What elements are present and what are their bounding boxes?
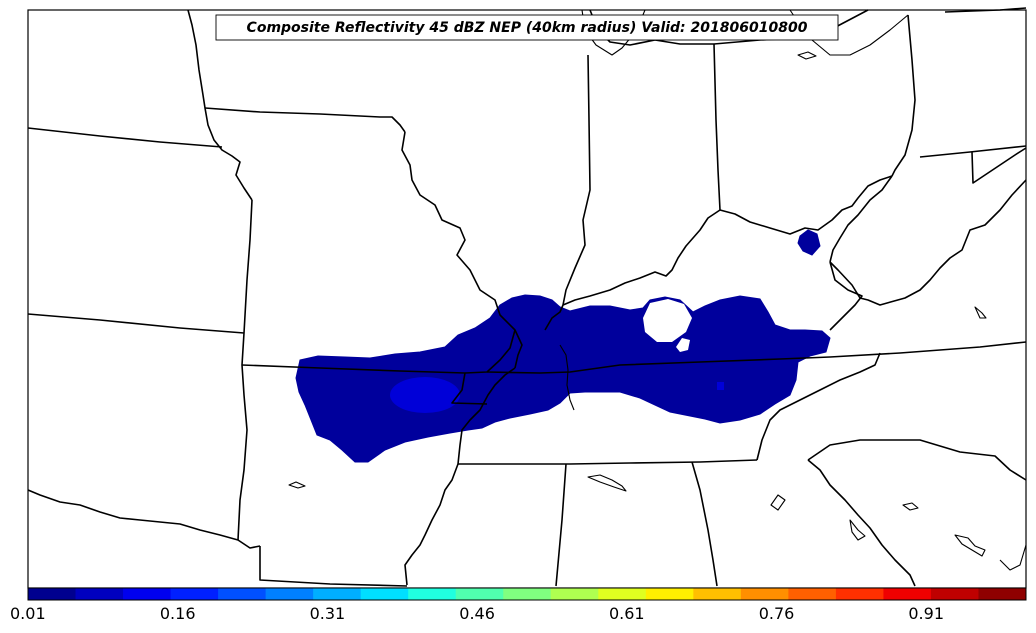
state-boundaries [27, 7, 1027, 587]
colorbar-segment [28, 588, 77, 600]
colorbar-segment [645, 588, 694, 600]
lake-outline-2 [587, 474, 627, 492]
colorbar-segment [218, 588, 267, 600]
tennessee-nc-border [756, 352, 881, 461]
title-box [215, 14, 839, 41]
lake-outline-8 [797, 51, 817, 60]
colorbar-segment [408, 588, 457, 600]
mississippi-river-south [404, 367, 516, 586]
lake-outline-5 [954, 534, 986, 557]
lake-outline-7 [849, 519, 866, 541]
colorbar-segment [360, 588, 409, 600]
colorbar-tick-label: 0.01 [10, 604, 46, 623]
probability-area-ohio-gap [643, 299, 692, 342]
virginia-wv-border [829, 179, 1027, 306]
kansas-oklahoma-border [27, 313, 245, 334]
mississippi-river-illinois [401, 131, 523, 369]
mississippi-alabama-border [555, 463, 567, 587]
lake-outline-9 [999, 544, 1027, 571]
arkansas-louisiana-border [259, 546, 408, 587]
tennessee-kentucky-border [486, 341, 1027, 374]
lake-outline-4 [902, 502, 919, 511]
ohio-pennsylvania-border [891, 14, 916, 177]
colorbar-segment [930, 588, 979, 600]
pennsylvania-south-border [919, 145, 1027, 158]
colorbar-tick-label: 0.91 [908, 604, 944, 623]
colorbar-segment [75, 588, 124, 600]
colorbar-segment [740, 588, 789, 600]
colorbar-segment [313, 588, 362, 600]
colorbar-outline [27, 587, 1027, 601]
probability-area-main [295, 294, 831, 463]
colorbar-tick-label: 0.61 [609, 604, 645, 623]
nebraska-kansas-border [27, 127, 223, 148]
missouri-nw-river [187, 9, 253, 201]
probability-area-kentucky-gap [676, 338, 690, 352]
colorbar-segment [598, 588, 647, 600]
indiana-ohio-border [713, 43, 721, 211]
tennessee-river [559, 344, 575, 411]
illinois-indiana-border [562, 54, 591, 306]
colorbar-segment [550, 588, 599, 600]
georgia-sc-border [807, 459, 916, 587]
red-river [27, 489, 261, 549]
arkansas-west-border [237, 364, 248, 541]
colorbar-segment [788, 588, 837, 600]
missouri-bootheel [464, 329, 516, 374]
tennessee-south-border [458, 459, 758, 465]
water-features [288, 9, 1027, 571]
alabama-georgia-border [691, 461, 718, 587]
colorbar-tick-label: 0.46 [459, 604, 495, 623]
probability-shading [295, 229, 831, 463]
lake-outline-1 [288, 481, 306, 489]
missouri-west-border [241, 199, 253, 366]
colorbar-tick-label: 0.76 [759, 604, 795, 623]
colorbar-tick-label: 0.16 [160, 604, 196, 623]
colorbar-segment [835, 588, 884, 600]
colorbar-segment [693, 588, 742, 600]
colorbar-segment [503, 588, 552, 600]
colorbar-segment [455, 588, 504, 600]
colorbar-segment [123, 588, 172, 600]
lake-outline-6 [974, 306, 987, 319]
kentucky-illinois-river [544, 304, 564, 331]
west-virginia-east [971, 147, 1027, 184]
map-title: Composite Reflectivity 45 dBZ NEP (40km … [247, 20, 808, 36]
probability-area-wv [797, 229, 821, 256]
colorbar-segment [170, 588, 219, 600]
probability-peak-arkansas [390, 377, 460, 413]
colorbar-segment [265, 588, 314, 600]
probability-peak-kentucky [717, 382, 724, 390]
colorbar-segment [883, 588, 932, 600]
kentucky-virginia-border [829, 261, 863, 331]
lake-outline-3 [770, 494, 786, 511]
colorbar: 0.01 0.16 0.31 0.46 0.61 0.76 0.91 [10, 587, 1027, 623]
ohio-river-wv [829, 175, 893, 263]
iowa-south-border [204, 107, 406, 133]
colorbar-tick-label: 0.31 [310, 604, 346, 623]
colorbar-segment [978, 588, 1027, 600]
nc-sc-border [807, 439, 1027, 481]
